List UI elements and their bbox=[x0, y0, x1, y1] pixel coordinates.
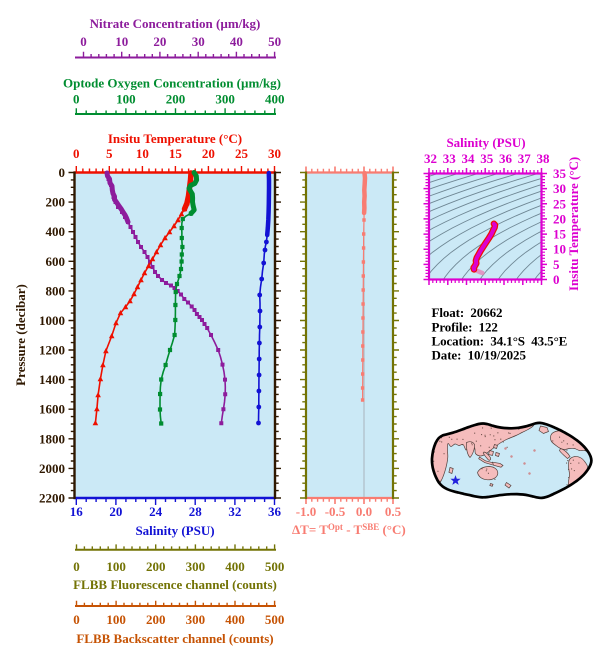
svg-text:Float: 20662: Float: 20662 bbox=[432, 305, 503, 320]
svg-text:50: 50 bbox=[268, 34, 281, 49]
svg-text:400: 400 bbox=[225, 612, 245, 627]
svg-text:FLBB Fluorescence channel (cou: FLBB Fluorescence channel (counts) bbox=[73, 577, 277, 592]
svg-text:Pressure (decibar): Pressure (decibar) bbox=[13, 284, 28, 386]
svg-text:32: 32 bbox=[228, 504, 241, 519]
svg-text:20: 20 bbox=[202, 146, 215, 161]
svg-text:1000: 1000 bbox=[39, 313, 65, 328]
svg-text:0: 0 bbox=[73, 559, 80, 574]
svg-text:200: 200 bbox=[146, 612, 166, 627]
svg-text:20: 20 bbox=[553, 211, 566, 226]
svg-text:Profile: 122: Profile: 122 bbox=[432, 320, 498, 335]
svg-text:1600: 1600 bbox=[39, 402, 65, 417]
svg-text:33: 33 bbox=[443, 151, 457, 166]
svg-text:0: 0 bbox=[73, 92, 80, 107]
svg-text:200: 200 bbox=[146, 559, 166, 574]
svg-text:500: 500 bbox=[265, 559, 285, 574]
svg-text:30: 30 bbox=[553, 181, 566, 196]
svg-text:20: 20 bbox=[153, 34, 166, 49]
svg-text:Salinity (PSU): Salinity (PSU) bbox=[135, 523, 214, 538]
svg-text:400: 400 bbox=[265, 92, 285, 107]
svg-text:2000: 2000 bbox=[39, 461, 65, 476]
svg-text:36: 36 bbox=[268, 504, 282, 519]
svg-text:40: 40 bbox=[230, 34, 243, 49]
svg-text:0: 0 bbox=[80, 34, 87, 49]
svg-text:36: 36 bbox=[499, 151, 513, 166]
svg-text:300: 300 bbox=[215, 92, 235, 107]
svg-text:37: 37 bbox=[518, 151, 532, 166]
svg-text:0: 0 bbox=[59, 165, 66, 180]
svg-text:34: 34 bbox=[462, 151, 476, 166]
svg-text:ΔT= TOpt - TSBE (°C): ΔT= TOpt - TSBE (°C) bbox=[292, 522, 406, 537]
svg-text:Insitu Temperature (°C): Insitu Temperature (°C) bbox=[108, 131, 242, 146]
svg-text:1200: 1200 bbox=[39, 343, 65, 358]
svg-text:-0.5: -0.5 bbox=[325, 504, 346, 519]
svg-text:Location: 34.1°S 43.5°E: Location: 34.1°S 43.5°E bbox=[432, 334, 568, 349]
svg-text:15: 15 bbox=[553, 227, 567, 242]
svg-text:0: 0 bbox=[73, 146, 80, 161]
svg-text:100: 100 bbox=[106, 559, 126, 574]
svg-text:300: 300 bbox=[186, 559, 206, 574]
svg-text:Salinity (PSU): Salinity (PSU) bbox=[446, 135, 525, 150]
svg-text:2200: 2200 bbox=[39, 491, 65, 506]
svg-text:1800: 1800 bbox=[39, 431, 65, 446]
svg-text:0: 0 bbox=[73, 612, 80, 627]
svg-text:32: 32 bbox=[424, 151, 437, 166]
svg-text:500: 500 bbox=[265, 612, 285, 627]
svg-text:-1.0: -1.0 bbox=[296, 504, 317, 519]
svg-text:35: 35 bbox=[553, 166, 567, 181]
svg-text:Nitrate Concentration (µm/kg): Nitrate Concentration (µm/kg) bbox=[90, 16, 261, 31]
svg-text:24: 24 bbox=[149, 504, 163, 519]
svg-text:20: 20 bbox=[109, 504, 122, 519]
svg-text:Optode Oxygen Concentration (µ: Optode Oxygen Concentration (µm/kg) bbox=[63, 76, 281, 91]
svg-text:38: 38 bbox=[537, 151, 551, 166]
svg-text:1400: 1400 bbox=[39, 372, 65, 387]
svg-text:200: 200 bbox=[46, 195, 66, 210]
svg-text:Date: 10/19/2025: Date: 10/19/2025 bbox=[432, 348, 527, 363]
svg-text:30: 30 bbox=[268, 146, 281, 161]
svg-text:25: 25 bbox=[553, 196, 567, 211]
svg-text:25: 25 bbox=[235, 146, 249, 161]
svg-text:16: 16 bbox=[70, 504, 84, 519]
svg-text:5: 5 bbox=[106, 146, 113, 161]
svg-text:28: 28 bbox=[189, 504, 203, 519]
svg-text:10: 10 bbox=[553, 242, 566, 257]
svg-text:100: 100 bbox=[116, 92, 136, 107]
svg-text:0.5: 0.5 bbox=[385, 504, 402, 519]
svg-text:0: 0 bbox=[553, 272, 560, 287]
svg-text:400: 400 bbox=[46, 224, 66, 239]
svg-text:15: 15 bbox=[169, 146, 183, 161]
svg-text:600: 600 bbox=[46, 254, 66, 269]
svg-text:35: 35 bbox=[480, 151, 494, 166]
svg-text:Insitu Temperature (°C): Insitu Temperature (°C) bbox=[566, 157, 581, 291]
svg-text:10: 10 bbox=[136, 146, 149, 161]
svg-text:10: 10 bbox=[115, 34, 128, 49]
svg-text:100: 100 bbox=[106, 612, 126, 627]
svg-text:800: 800 bbox=[46, 283, 66, 298]
svg-text:5: 5 bbox=[553, 257, 560, 272]
svg-text:400: 400 bbox=[225, 559, 245, 574]
svg-text:300: 300 bbox=[186, 612, 206, 627]
svg-text:0.0: 0.0 bbox=[356, 504, 372, 519]
svg-text:30: 30 bbox=[192, 34, 205, 49]
svg-text:FLBB Backscatter channel (coun: FLBB Backscatter channel (counts) bbox=[76, 631, 273, 646]
svg-text:200: 200 bbox=[166, 92, 186, 107]
